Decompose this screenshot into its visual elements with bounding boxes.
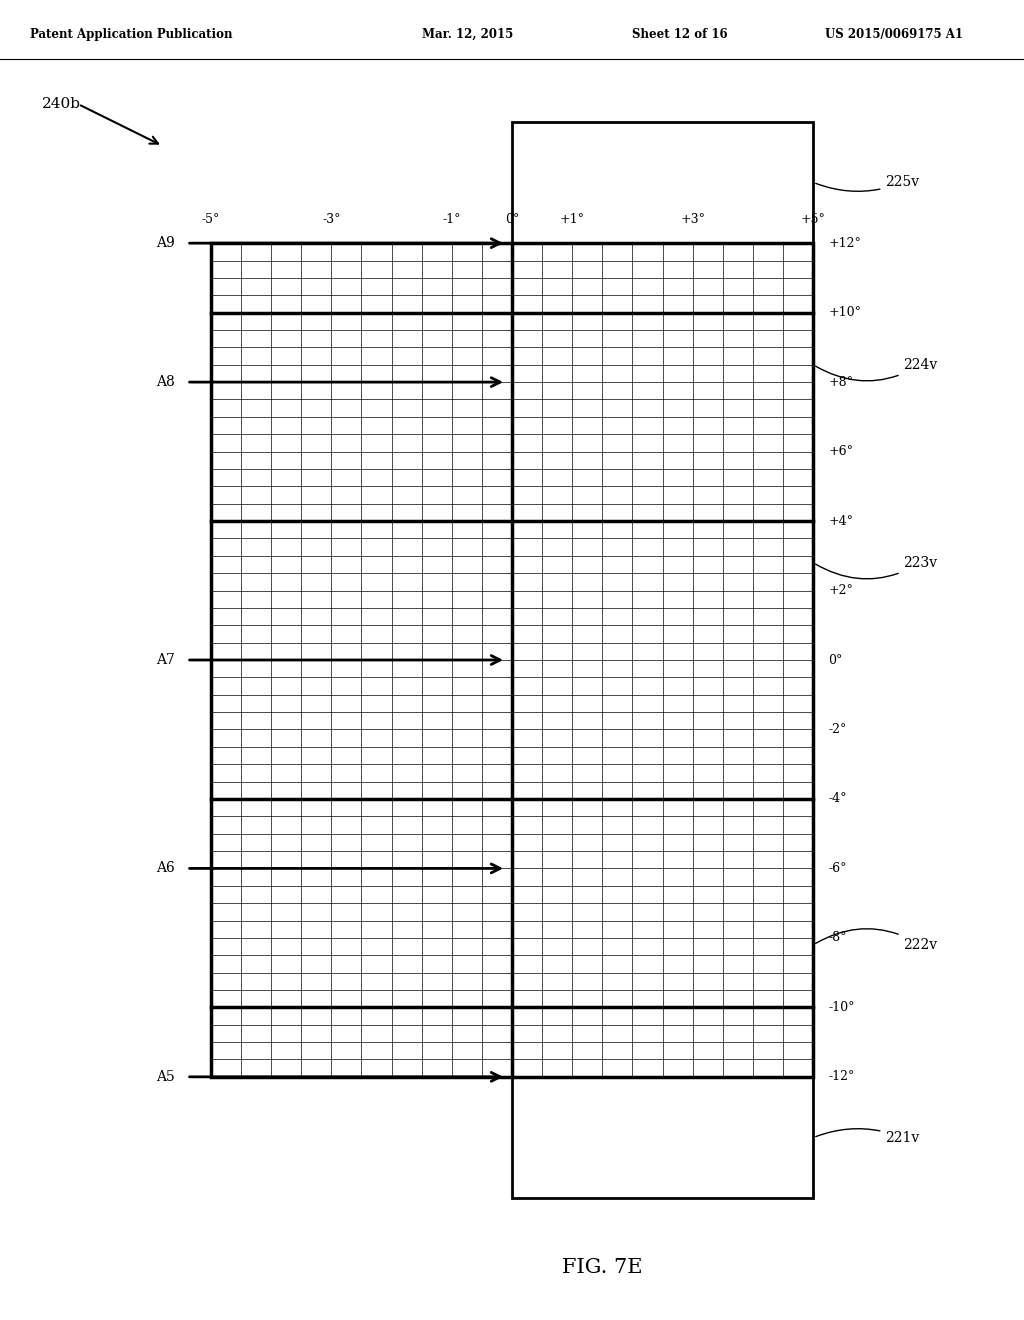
Text: A5: A5 (156, 1069, 175, 1084)
Bar (211, 243, 813, 1077)
Text: 224v: 224v (815, 358, 938, 381)
Text: Mar. 12, 2015: Mar. 12, 2015 (422, 28, 513, 41)
Text: 223v: 223v (815, 556, 938, 579)
Text: 225v: 225v (816, 176, 920, 191)
Text: +12°: +12° (828, 236, 861, 249)
Text: -10°: -10° (828, 1001, 855, 1014)
Text: -5°: -5° (202, 213, 220, 226)
Text: +2°: +2° (828, 583, 853, 597)
Text: -1°: -1° (442, 213, 461, 226)
Text: +1°: +1° (560, 213, 585, 226)
Text: Patent Application Publication: Patent Application Publication (30, 28, 232, 41)
Text: 240b: 240b (42, 98, 81, 111)
Text: -3°: -3° (322, 213, 341, 226)
Text: 0°: 0° (828, 653, 843, 667)
Text: A8: A8 (156, 375, 175, 389)
Text: -8°: -8° (828, 932, 847, 944)
Bar (512, 121, 813, 243)
Text: FIG. 7E: FIG. 7E (562, 1258, 643, 1278)
Text: +5°: +5° (801, 213, 825, 226)
Text: 0°: 0° (505, 213, 519, 226)
Text: 221v: 221v (816, 1129, 920, 1144)
Text: A9: A9 (156, 236, 175, 251)
Text: -2°: -2° (828, 723, 847, 737)
Bar (512, 1077, 813, 1199)
Text: +4°: +4° (828, 515, 853, 528)
Text: -4°: -4° (828, 792, 847, 805)
Text: -12°: -12° (828, 1071, 855, 1084)
Text: +10°: +10° (828, 306, 861, 319)
Text: +6°: +6° (828, 445, 853, 458)
Text: -6°: -6° (828, 862, 847, 875)
Text: 222v: 222v (815, 929, 938, 952)
Text: A6: A6 (156, 862, 175, 875)
Text: US 2015/0069175 A1: US 2015/0069175 A1 (825, 28, 964, 41)
Text: +3°: +3° (680, 213, 706, 226)
Text: A7: A7 (156, 653, 175, 667)
Text: +8°: +8° (828, 376, 853, 388)
Text: Sheet 12 of 16: Sheet 12 of 16 (633, 28, 728, 41)
